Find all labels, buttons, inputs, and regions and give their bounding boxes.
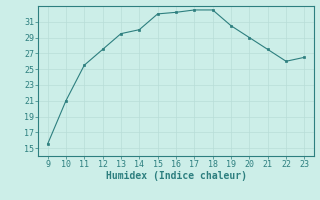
X-axis label: Humidex (Indice chaleur): Humidex (Indice chaleur) <box>106 171 246 181</box>
